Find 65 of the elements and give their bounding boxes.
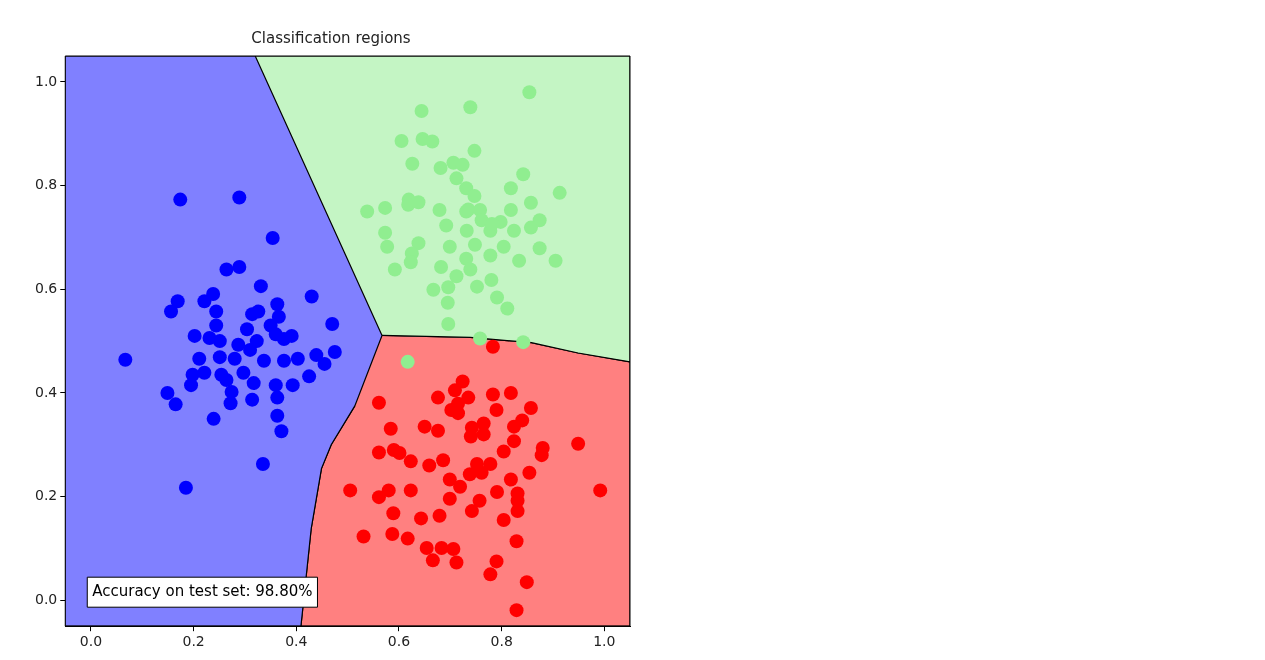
point bbox=[276, 332, 291, 347]
point bbox=[206, 286, 221, 301]
point bbox=[224, 384, 239, 399]
point bbox=[227, 351, 242, 366]
point bbox=[256, 353, 271, 368]
point bbox=[276, 353, 291, 368]
point bbox=[232, 190, 247, 205]
point bbox=[271, 309, 286, 324]
point bbox=[170, 294, 185, 309]
point bbox=[212, 350, 227, 365]
point bbox=[197, 365, 212, 380]
point bbox=[270, 390, 285, 405]
y-tick-label: 0.6 bbox=[35, 279, 58, 296]
point bbox=[164, 304, 179, 319]
annotation: Accuracy on test set: 98.80% bbox=[92, 582, 313, 601]
point bbox=[184, 378, 199, 393]
point bbox=[173, 192, 188, 207]
point bbox=[302, 369, 317, 384]
y-tick-label: 0.8 bbox=[35, 176, 58, 193]
x-tick-label: 0.2 bbox=[182, 633, 205, 650]
y-tick-label: 0.4 bbox=[35, 383, 58, 400]
point bbox=[317, 356, 332, 371]
point bbox=[253, 279, 268, 294]
point bbox=[187, 328, 202, 343]
point bbox=[212, 334, 227, 349]
point bbox=[219, 372, 234, 387]
y-tick-label: 0.2 bbox=[35, 487, 58, 504]
point bbox=[219, 262, 234, 277]
point bbox=[268, 378, 283, 393]
point bbox=[285, 378, 300, 393]
point bbox=[304, 289, 319, 304]
point bbox=[236, 365, 251, 380]
point bbox=[178, 480, 193, 495]
point bbox=[206, 411, 221, 426]
point bbox=[209, 304, 224, 319]
point bbox=[231, 337, 246, 352]
point bbox=[246, 376, 261, 391]
point bbox=[245, 392, 260, 407]
point bbox=[270, 297, 285, 312]
point bbox=[290, 351, 305, 366]
y-tick-label: 1.0 bbox=[35, 72, 58, 89]
point bbox=[309, 348, 324, 363]
point bbox=[118, 352, 133, 367]
point bbox=[232, 259, 247, 274]
y-tick-label: 0.0 bbox=[35, 590, 58, 607]
point bbox=[168, 397, 183, 412]
point bbox=[249, 334, 264, 349]
point bbox=[251, 304, 266, 319]
x-tick-label: 0.4 bbox=[285, 633, 308, 650]
point bbox=[327, 344, 342, 359]
x-tick-label: 0.6 bbox=[387, 633, 411, 650]
point bbox=[270, 408, 285, 423]
point bbox=[160, 385, 175, 400]
point bbox=[325, 316, 340, 331]
x-tick-label: 1.0 bbox=[593, 633, 616, 650]
point bbox=[274, 424, 289, 439]
point bbox=[265, 230, 280, 245]
x-tick-label: 0.8 bbox=[490, 633, 513, 650]
chart-title: Classification regions bbox=[251, 28, 411, 47]
x-tick-label: 0.0 bbox=[79, 633, 103, 650]
point bbox=[209, 318, 224, 333]
point bbox=[192, 351, 207, 366]
point bbox=[223, 396, 238, 411]
point bbox=[255, 456, 270, 471]
point bbox=[240, 322, 255, 337]
